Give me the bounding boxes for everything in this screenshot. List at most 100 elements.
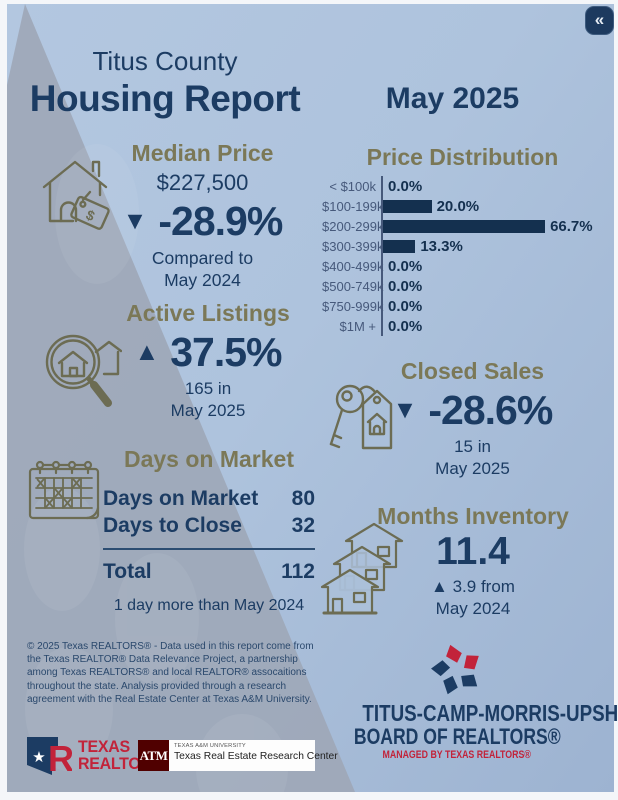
price-distribution-chart: < $100k 0.0% $100-199k 20.0% $200-299k 66.7% $… [322,176,607,336]
price-bar [383,239,416,253]
price-bucket-value: 0.0% [388,277,423,295]
magnifier-house-icon [45,334,122,407]
price-bucket-value: 13.3% [420,237,463,255]
price-distribution-row: $500-749k 0.0% [322,276,607,296]
median-price-note-line1: Compared to [151,248,254,268]
price-bar [383,199,432,213]
texas-realtors-mark-icon: ★ R [27,737,72,778]
active-listings-heading: Active Listings [126,300,290,326]
report-period: May 2025 [385,82,520,115]
price-bucket-label: $100-199k [322,198,384,214]
dom-row-value: 80 [291,487,315,510]
days-on-market-section: Days on Market Days on Market 80 Days to… [103,446,315,615]
median-price-value: $227,500 [156,170,249,195]
down-arrow-icon: ▼ [122,206,148,235]
tamu-atm-icon: ATM [138,740,169,771]
houses-stack-icon [320,522,404,615]
months-inventory-change-line1: ▲ 3.9 from [431,576,515,596]
price-bucket-label: $400-499k [322,258,384,274]
months-inventory-change-line2: May 2024 [435,599,511,619]
svg-text:R: R [48,738,72,778]
page-title: Housing Report [29,78,301,119]
tr-word-line1: TEXAS [78,736,130,756]
price-distribution-row: $300-399k 13.3% [322,236,607,256]
price-bar-track: 13.3% [381,236,607,256]
key-house-tag-icon [329,384,393,450]
price-distribution-row: < $100k 0.0% [322,176,607,196]
table-divider [103,548,315,550]
active-listings-change: 37.5% [170,328,282,375]
down-arrow-icon: ▼ [392,395,418,424]
closed-sales-note-line1: 15 in [454,437,491,456]
active-listings-note-line2: May 2025 [170,401,246,421]
price-bar-track: 0.0% [381,276,607,296]
closed-sales-heading: Closed Sales [400,358,545,384]
price-bucket-value: 0.0% [388,177,423,195]
months-inventory-heading: Months Inventory [377,503,569,529]
price-distribution-row: $750-999k 0.0% [322,296,607,316]
closed-sales-change: -28.6% [428,386,553,433]
median-price-note-line2: May 2024 [164,269,241,290]
table-total-row: Total 112 [103,558,315,585]
price-bar-track: 66.7% [381,216,607,236]
dom-row-label: Days on Market [103,487,259,510]
price-distribution-row: $200-299k 66.7% [322,216,607,236]
table-row: Days to Close 32 [103,512,315,539]
price-bar [383,219,546,233]
board-name-line2: BOARD OF REALTORS® [327,724,587,750]
price-bar-track: 0.0% [381,176,607,196]
tamu-center-label: Texas Real Estate Research Center [174,751,338,762]
calendar-icon [28,460,100,520]
price-bucket-value: 0.0% [388,297,423,315]
closed-sales-section: Closed Sales ▼ -28.6% 15 in May 2025 [370,358,575,480]
price-distribution-row: $100-199k 20.0% [322,196,607,216]
house-price-tag-icon: $ [42,160,110,230]
svg-text:★: ★ [32,749,45,766]
board-managed-by-label: MANAGED BY TEXAS REALTORS® [327,749,587,761]
median-price-heading: Median Price [131,140,274,166]
price-bucket-label: < $100k [329,178,376,194]
price-bucket-label: $1M + [339,318,377,334]
months-inventory-value: 11.4 [436,530,510,573]
days-on-market-note: 1 day more than May 2024 [113,597,305,614]
board-name-line1: TITUS-CAMP-MORRIS-UPSHUR [327,700,618,727]
price-distribution-row: $400-499k 0.0% [322,256,607,276]
days-on-market-heading: Days on Market [123,446,294,472]
price-distribution-row: $1M + 0.0% [322,316,607,336]
board-managed-by-text: MANAGED BY TEXAS REALTORS® [382,749,532,761]
price-bucket-label: $750-999k [322,298,384,314]
board-name-text1: TITUS-CAMP-MORRIS-UPSHUR [362,700,618,726]
tamu-text-box: TEXAS A&M UNIVERSITY Texas Real Estate R… [169,740,338,771]
board-star-icon [431,644,479,695]
months-inventory-section: Months Inventory 11.4 ▲ 3.9 from May 202… [368,503,578,620]
price-bucket-value: 20.0% [436,197,480,215]
price-bucket-value: 0.0% [388,257,423,275]
price-bucket-label: $500-749k [322,278,384,294]
tamu-research-center-logo: ATM TEXAS A&M UNIVERSITY Texas Real Esta… [138,740,338,771]
price-bar-track: 20.0% [381,196,607,216]
up-arrow-icon: ▲ [134,337,160,366]
price-bucket-value: 66.7% [550,217,593,235]
tamu-university-label: TEXAS A&M UNIVERSITY [174,743,246,749]
county-title: Titus County [92,46,238,76]
price-bar-track: 0.0% [381,256,607,276]
collapse-panel-button[interactable]: « [585,6,614,35]
dom-total-label: Total [103,560,152,583]
price-bar-track: 0.0% [381,296,607,316]
price-distribution-heading: Price Distribution [366,144,559,170]
disclaimer-text: © 2025 Texas REALTORS® - Data used in th… [27,641,314,705]
texas-realtors-logo: ★ R TEXAS REALTORS® [26,733,180,778]
active-listings-section: Active Listings ▲ 37.5% 165 in May 2025 [103,300,313,422]
dom-total-value: 112 [281,560,315,583]
price-bucket-label: $300-399k [322,238,384,254]
board-name-text2: BOARD OF REALTORS® [353,724,561,749]
median-price-section: Median Price $227,500 ▼ -28.9% Compared … [105,140,300,292]
active-listings-note-line1: 165 in [184,379,232,398]
dom-row-label: Days to Close [103,514,242,537]
median-price-change: -28.9% [158,197,283,244]
table-row: Days on Market 80 [103,485,315,512]
price-bucket-value: 0.0% [388,317,423,335]
price-bar-track: 0.0% [381,316,607,336]
dom-row-value: 32 [291,514,315,537]
